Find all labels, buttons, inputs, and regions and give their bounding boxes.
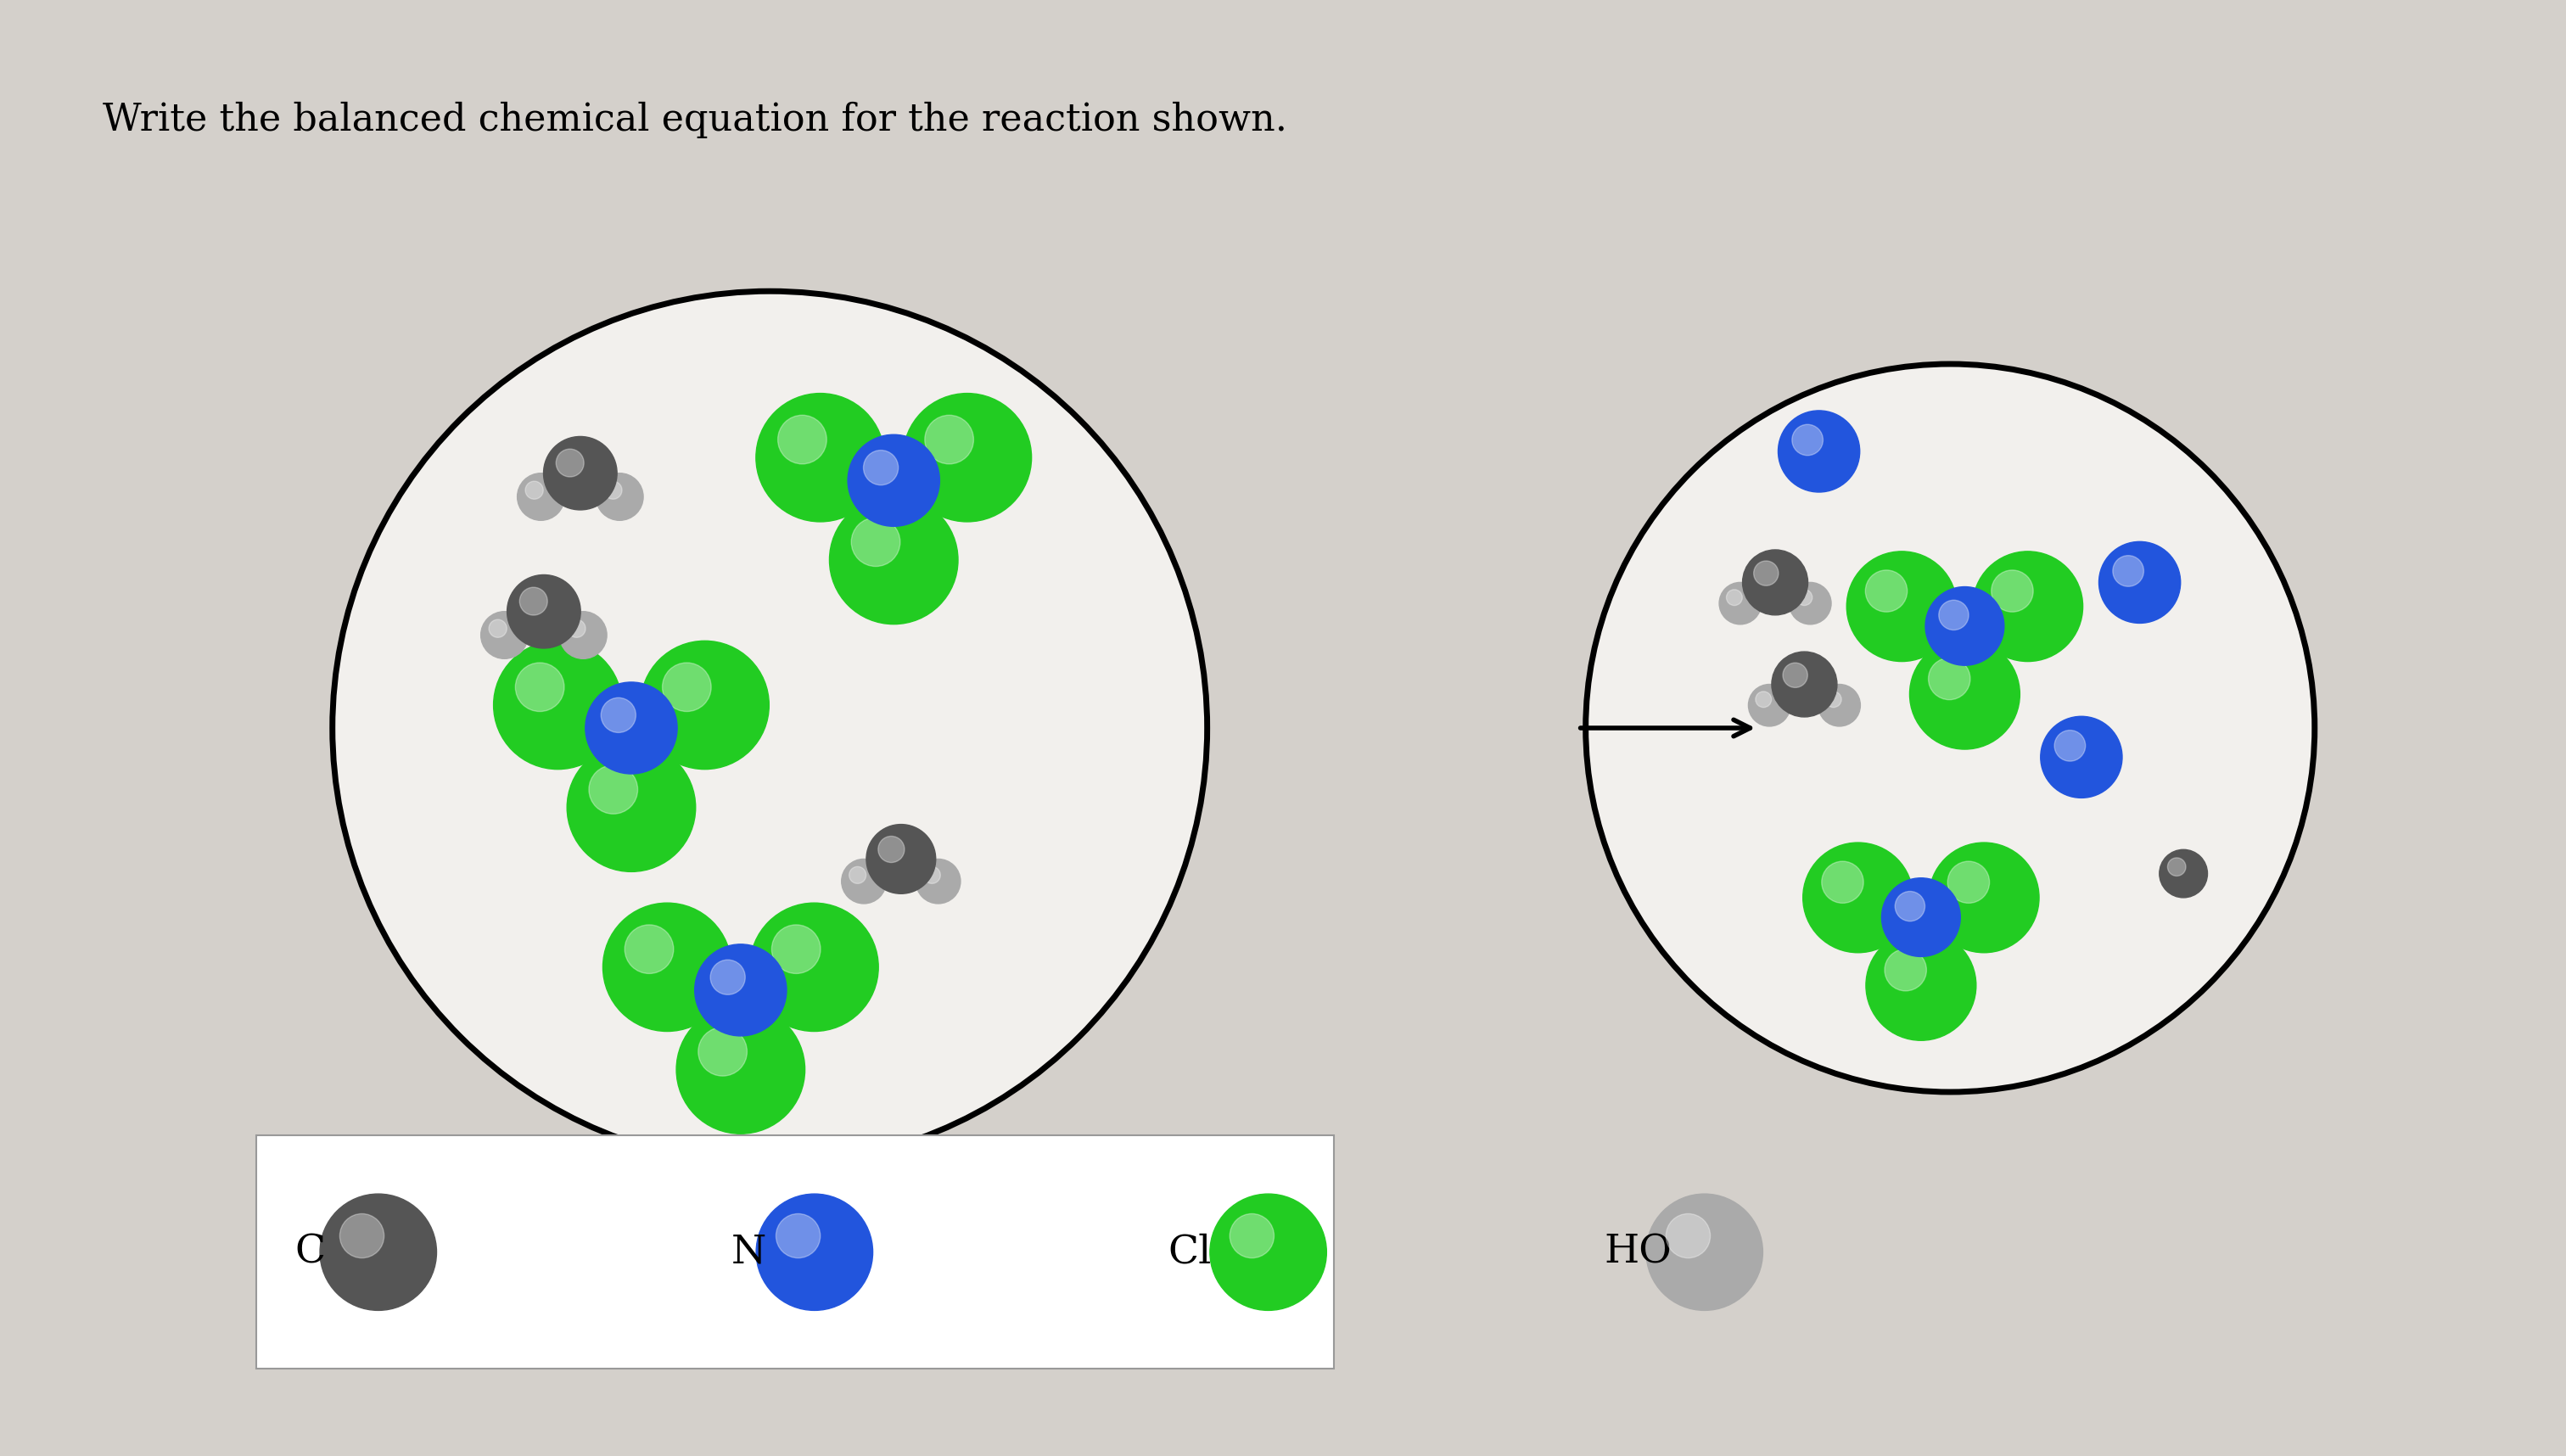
- Circle shape: [603, 482, 621, 499]
- Circle shape: [1896, 891, 1924, 922]
- Circle shape: [1783, 662, 1806, 687]
- Circle shape: [1973, 552, 2084, 661]
- Circle shape: [1924, 587, 2004, 665]
- Circle shape: [1727, 590, 1742, 606]
- Text: C: C: [295, 1233, 326, 1271]
- Circle shape: [1211, 1194, 1327, 1310]
- Circle shape: [1665, 1214, 1712, 1258]
- Circle shape: [518, 473, 565, 520]
- Circle shape: [567, 620, 585, 638]
- Circle shape: [1804, 843, 1914, 952]
- Circle shape: [585, 681, 677, 775]
- Circle shape: [588, 764, 639, 814]
- Circle shape: [1796, 590, 1812, 606]
- Circle shape: [544, 437, 616, 510]
- Circle shape: [924, 866, 939, 884]
- Circle shape: [1753, 561, 1778, 585]
- Circle shape: [842, 859, 885, 904]
- Circle shape: [757, 393, 885, 521]
- Circle shape: [698, 1026, 747, 1076]
- Circle shape: [1586, 364, 2315, 1092]
- Circle shape: [1747, 684, 1791, 727]
- Circle shape: [1940, 600, 1968, 630]
- Text: HO: HO: [1604, 1233, 1670, 1271]
- Circle shape: [2161, 849, 2207, 897]
- Circle shape: [480, 612, 529, 658]
- Circle shape: [711, 960, 744, 994]
- Circle shape: [916, 859, 960, 904]
- Circle shape: [1229, 1214, 1275, 1258]
- Circle shape: [1819, 684, 1860, 727]
- Circle shape: [1909, 639, 2019, 750]
- Circle shape: [490, 620, 508, 638]
- Circle shape: [493, 641, 621, 769]
- Circle shape: [1791, 425, 1822, 456]
- Circle shape: [1848, 552, 1958, 661]
- Circle shape: [624, 925, 675, 974]
- Circle shape: [775, 1214, 821, 1258]
- Circle shape: [567, 743, 695, 872]
- Circle shape: [1930, 658, 1971, 700]
- Circle shape: [677, 1005, 806, 1134]
- Circle shape: [2168, 858, 2186, 877]
- Circle shape: [508, 575, 580, 648]
- Circle shape: [518, 587, 547, 616]
- Circle shape: [557, 448, 585, 478]
- Circle shape: [777, 415, 826, 464]
- FancyBboxPatch shape: [257, 1136, 1334, 1369]
- Circle shape: [2040, 716, 2122, 798]
- Circle shape: [1647, 1194, 1763, 1310]
- Circle shape: [339, 1214, 385, 1258]
- Circle shape: [772, 925, 821, 974]
- Circle shape: [1778, 411, 1860, 492]
- Circle shape: [1789, 582, 1832, 625]
- Circle shape: [1865, 930, 1976, 1041]
- Circle shape: [849, 866, 867, 884]
- Circle shape: [1948, 862, 1989, 903]
- Circle shape: [595, 473, 644, 520]
- Text: Write the balanced chemical equation for the reaction shown.: Write the balanced chemical equation for…: [103, 102, 1288, 138]
- Circle shape: [1991, 571, 2032, 612]
- Circle shape: [903, 393, 1032, 521]
- Circle shape: [516, 662, 565, 712]
- Text: Cl: Cl: [1168, 1233, 1211, 1271]
- Circle shape: [1865, 571, 1907, 612]
- Circle shape: [559, 612, 606, 658]
- Circle shape: [924, 415, 973, 464]
- Circle shape: [321, 1194, 436, 1310]
- Circle shape: [603, 903, 731, 1031]
- Circle shape: [1742, 550, 1809, 614]
- Circle shape: [1719, 582, 1760, 625]
- Circle shape: [852, 517, 901, 566]
- Text: N: N: [731, 1233, 767, 1271]
- Circle shape: [862, 450, 898, 485]
- Circle shape: [642, 641, 770, 769]
- Circle shape: [749, 903, 878, 1031]
- Circle shape: [2112, 556, 2143, 587]
- Circle shape: [526, 482, 544, 499]
- Circle shape: [1755, 692, 1771, 708]
- Circle shape: [829, 495, 957, 625]
- Circle shape: [600, 697, 636, 732]
- Circle shape: [334, 291, 1206, 1165]
- Circle shape: [662, 662, 711, 712]
- Circle shape: [867, 824, 937, 894]
- Circle shape: [1771, 652, 1837, 716]
- Circle shape: [757, 1194, 872, 1310]
- Circle shape: [2099, 542, 2181, 623]
- Circle shape: [1881, 878, 1960, 957]
- Circle shape: [1930, 843, 2040, 952]
- Circle shape: [1883, 949, 1927, 992]
- Circle shape: [847, 434, 939, 527]
- Circle shape: [878, 836, 903, 862]
- Circle shape: [695, 945, 788, 1037]
- Circle shape: [1824, 692, 1842, 708]
- Circle shape: [2055, 731, 2086, 761]
- Circle shape: [1822, 862, 1863, 903]
